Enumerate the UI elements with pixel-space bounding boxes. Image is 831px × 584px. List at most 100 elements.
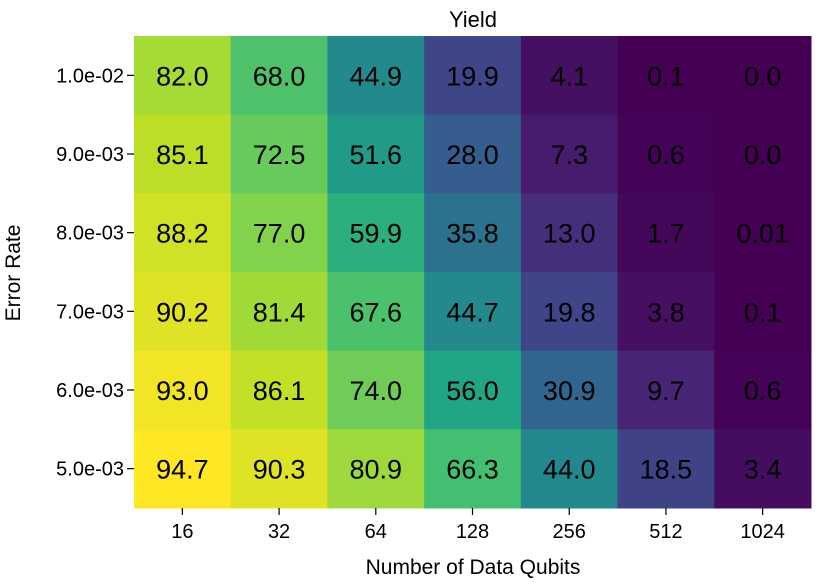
heatmap-cell <box>617 350 715 430</box>
heatmap-cell <box>230 429 328 509</box>
x-tick-label: 1024 <box>740 521 785 543</box>
heatmap-cell-label: 28.0 <box>446 140 499 170</box>
heatmap-cell <box>230 350 328 430</box>
heatmap-cell <box>520 272 619 352</box>
heatmap-cell <box>520 429 619 509</box>
heatmap-cell-label: 74.0 <box>350 376 403 406</box>
heatmap-cell-label: 18.5 <box>640 455 693 485</box>
heatmap-cell-label: 94.7 <box>156 455 209 485</box>
heatmap-cell-label: 7.3 <box>550 140 588 170</box>
heatmap-cell-label: 72.5 <box>253 140 306 170</box>
x-tick-label: 512 <box>649 521 682 543</box>
heatmap-cell <box>327 193 425 273</box>
heatmap-cell-label: 0.6 <box>744 376 782 406</box>
heatmap-cell <box>424 272 522 352</box>
y-tick-label: 5.0e-03 <box>56 459 124 481</box>
y-axis-label: Error Rate <box>2 225 25 322</box>
heatmap-cell-label: 35.8 <box>446 219 499 249</box>
heatmap-cell-label: 0.0 <box>744 61 782 91</box>
heatmap-cell-label: 3.8 <box>647 297 685 327</box>
heatmap-cell <box>327 429 425 509</box>
heatmap-cell <box>230 114 328 194</box>
heatmap-cell <box>520 350 619 430</box>
heatmap-cells <box>134 36 812 509</box>
heatmap-cell-label: 90.3 <box>253 455 306 485</box>
heatmap-cell <box>134 193 232 273</box>
heatmap-cell-label: 19.9 <box>446 61 499 91</box>
heatmap-cell <box>230 272 328 352</box>
heatmap-cell-label: 66.3 <box>446 455 499 485</box>
heatmap-cell-label: 9.7 <box>647 376 685 406</box>
heatmap-cell <box>520 114 619 194</box>
heatmap-cell <box>424 429 522 509</box>
heatmap-cell-label: 44.9 <box>350 61 403 91</box>
x-tick-label: 64 <box>365 521 387 543</box>
heatmap-cell <box>617 36 715 116</box>
heatmap-cell-label: 67.6 <box>350 297 403 327</box>
heatmap-cell-label: 51.6 <box>350 140 403 170</box>
heatmap-cell-label: 86.1 <box>253 376 306 406</box>
y-tick-label: 7.0e-03 <box>56 301 124 323</box>
heatmap-cell-label: 0.01 <box>736 219 789 249</box>
heatmap-cell-label: 77.0 <box>253 219 306 249</box>
x-tick-label: 32 <box>268 521 290 543</box>
heatmap-cell-labels: 82.0 68.0 44.9 19.9 4.1 0.1 0.0 85.1 72.5 51.6 28.… <box>156 61 789 484</box>
heatmap-cell-label: 81.4 <box>253 297 306 327</box>
heatmap-cell <box>714 272 812 352</box>
heatmap-cell-label: 19.8 <box>543 297 596 327</box>
heatmap-cell <box>327 114 425 194</box>
heatmap-cell-label: 0.6 <box>647 140 685 170</box>
x-tick-label: 256 <box>553 521 586 543</box>
heatmap-cell <box>230 193 328 273</box>
heatmap-cell-label: 90.2 <box>156 297 209 327</box>
heatmap-cell-label: 3.4 <box>744 455 782 485</box>
heatmap-cell <box>714 350 812 430</box>
heatmap-cell <box>327 36 425 116</box>
heatmap-cell <box>617 429 715 509</box>
x-axis-label: Number of Data Qubits <box>366 556 581 579</box>
heatmap-cell-label: 0.1 <box>744 297 782 327</box>
heatmap-cell-label: 82.0 <box>156 61 209 91</box>
heatmap-cell <box>617 272 715 352</box>
heatmap-cell-label: 85.1 <box>156 140 209 170</box>
heatmap-cell-label: 88.2 <box>156 219 209 249</box>
heatmap-cell <box>424 36 522 116</box>
chart-title: Yield <box>449 7 497 32</box>
heatmap-cell <box>134 429 232 509</box>
y-tick-label: 6.0e-03 <box>56 380 124 402</box>
heatmap-cell <box>134 350 232 430</box>
heatmap-cell <box>714 193 812 273</box>
heatmap-cell-label: 68.0 <box>253 61 306 91</box>
heatmap-cell-label: 4.1 <box>550 61 588 91</box>
heatmap-cell-label: 44.0 <box>543 455 596 485</box>
y-tick-label: 9.0e-03 <box>56 144 124 166</box>
heatmap-cell-label: 1.7 <box>647 219 685 249</box>
heatmap-cell <box>424 114 522 194</box>
heatmap-cell-label: 44.7 <box>446 297 499 327</box>
heatmap-cell <box>327 350 425 430</box>
heatmap-cell <box>714 114 812 194</box>
heatmap-cell-label: 59.9 <box>350 219 403 249</box>
y-tick-label: 1.0e-02 <box>56 65 124 87</box>
heatmap-cell <box>327 272 425 352</box>
heatmap-cell <box>617 114 715 194</box>
heatmap-cell <box>714 36 812 116</box>
heatmap-cell <box>230 36 328 116</box>
x-tick-label: 128 <box>456 521 489 543</box>
heatmap-cell <box>520 36 619 116</box>
heatmap-cell-label: 93.0 <box>156 376 209 406</box>
heatmap-cell-label: 13.0 <box>543 219 596 249</box>
heatmap-cell <box>134 114 232 194</box>
heatmap-cell <box>714 429 812 509</box>
heatmap-cell <box>424 350 522 430</box>
x-tick-label: 16 <box>171 521 193 543</box>
heatmap-cell <box>134 272 232 352</box>
heatmap-cell <box>617 193 715 273</box>
heatmap-cell <box>134 36 232 116</box>
y-tick-label: 8.0e-03 <box>56 223 124 245</box>
heatmap-cell-label: 56.0 <box>446 376 499 406</box>
heatmap-cell-label: 0.1 <box>647 61 685 91</box>
heatmap-cell-label: 80.9 <box>350 455 403 485</box>
heatmap-cell-label: 30.9 <box>543 376 596 406</box>
